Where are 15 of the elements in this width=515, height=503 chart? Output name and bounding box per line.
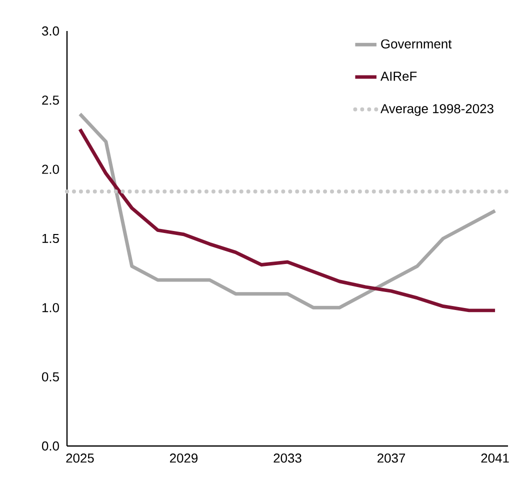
- x-tick-label: 2033: [274, 454, 302, 463]
- y-tick-label: 1.0: [42, 303, 59, 312]
- y-tick-label: 2.5: [42, 96, 59, 105]
- y-tick-label: 1.5: [42, 234, 59, 244]
- x-tick-label: 2041: [481, 454, 509, 463]
- legend-label: Average 1998-2023: [380, 104, 494, 116]
- y-tick-label: 0.5: [42, 372, 59, 382]
- x-tick-label: 2037: [378, 454, 406, 463]
- y-tick-label: 3.0: [42, 26, 59, 36]
- x-tick-label: 2025: [66, 454, 94, 463]
- y-tick-label: 0.0: [42, 441, 59, 451]
- y-tick-label: 2.0: [42, 164, 59, 174]
- x-tick-label: 2029: [170, 454, 198, 463]
- legend-label: Government: [381, 39, 452, 48]
- legend-label: AIReF: [380, 72, 417, 81]
